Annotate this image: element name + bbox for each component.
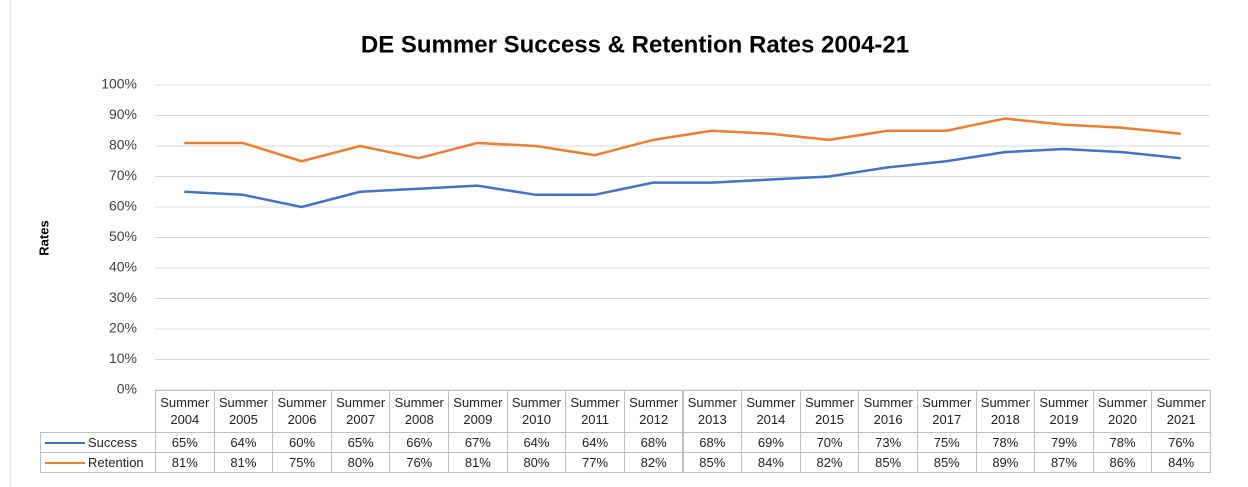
x-tick-label: Summer 2009 <box>448 390 508 433</box>
data-table-value: 82% <box>799 452 860 473</box>
legend-swatch <box>45 461 85 464</box>
y-tick-label: 70% <box>109 167 137 183</box>
data-table-value: 65% <box>330 432 391 453</box>
data-table-value: 81% <box>448 452 508 473</box>
legend-label: Success <box>88 435 138 450</box>
x-tick-label: Summer 2020 <box>1092 390 1153 433</box>
data-table-value: 68% <box>623 432 684 453</box>
data-table-value: 85% <box>858 452 918 473</box>
data-table-value: 60% <box>272 432 332 453</box>
data-table-value: 84% <box>1151 452 1211 473</box>
data-table-value: 80% <box>330 452 391 473</box>
data-table-value: 69% <box>741 432 801 453</box>
data-table-value: 66% <box>389 432 450 453</box>
data-table-value: 73% <box>858 432 918 453</box>
data-table-value: 65% <box>155 432 215 453</box>
y-tick-label: 40% <box>109 259 137 275</box>
data-table-value: 81% <box>155 452 215 473</box>
data-table-value: 87% <box>1034 452 1094 473</box>
data-table-value: 70% <box>799 432 860 453</box>
data-table-value: 75% <box>272 452 332 473</box>
data-table-value: 68% <box>682 432 743 453</box>
data-table-value: 75% <box>916 432 977 453</box>
x-tick-label: Summer 2014 <box>741 390 801 433</box>
y-tick-label: 30% <box>109 289 137 305</box>
data-table-value: 64% <box>213 432 274 453</box>
y-tick-label: 10% <box>109 350 137 366</box>
series-line <box>184 147 1181 209</box>
x-tick-label: Summer 2012 <box>623 390 684 433</box>
series-line <box>184 117 1181 163</box>
data-table-value: 81% <box>213 452 274 473</box>
x-tick-label: Summer 2008 <box>389 390 450 433</box>
y-tick-label: 50% <box>109 228 137 244</box>
data-table-value: 89% <box>975 452 1036 473</box>
x-tick-label: Summer 2013 <box>682 390 743 433</box>
y-tick-label: 100% <box>101 76 137 92</box>
data-table-value: 78% <box>1092 432 1153 453</box>
x-tick-label: Summer 2019 <box>1034 390 1094 433</box>
x-tick-label: Summer 2010 <box>506 390 567 433</box>
x-tick-label: Summer 2007 <box>330 390 391 433</box>
y-tick-label: 80% <box>109 137 137 153</box>
x-tick-label: Summer 2005 <box>213 390 274 433</box>
data-table-value: 80% <box>506 452 567 473</box>
legend-label: Retention <box>88 455 144 470</box>
x-tick-label: Summer 2006 <box>272 390 332 433</box>
data-table-value: 85% <box>682 452 743 473</box>
legend-cell: Retention <box>40 452 156 473</box>
legend-cell: Success <box>40 432 156 453</box>
y-tick-label: 0% <box>117 381 137 397</box>
data-table-value: 85% <box>916 452 977 473</box>
y-axis-title: Rates <box>36 220 51 255</box>
data-table-value: 64% <box>506 432 567 453</box>
data-table-value: 84% <box>741 452 801 473</box>
x-tick-label: Summer 2016 <box>858 390 918 433</box>
x-tick-label: Summer 2018 <box>975 390 1036 433</box>
data-table-value: 78% <box>975 432 1036 453</box>
data-table-value: 79% <box>1034 432 1094 453</box>
data-table-value: 64% <box>565 432 625 453</box>
x-tick-label: Summer 2004 <box>155 390 215 433</box>
data-table-value: 86% <box>1092 452 1153 473</box>
y-tick-label: 60% <box>109 198 137 214</box>
chart-title: DE Summer Success & Retention Rates 2004… <box>361 31 909 58</box>
data-table-value: 67% <box>448 432 508 453</box>
x-tick-label: Summer 2011 <box>565 390 625 433</box>
x-tick-label: Summer 2017 <box>916 390 977 433</box>
y-tick-label: 90% <box>109 106 137 122</box>
data-table-value: 77% <box>565 452 625 473</box>
y-tick-label: 20% <box>109 320 137 336</box>
x-tick-label: Summer 2021 <box>1151 390 1211 433</box>
data-table-value: 76% <box>1151 432 1211 453</box>
data-table-value: 76% <box>389 452 450 473</box>
x-tick-label: Summer 2015 <box>799 390 860 433</box>
legend-swatch <box>45 441 85 444</box>
data-table-value: 82% <box>623 452 684 473</box>
